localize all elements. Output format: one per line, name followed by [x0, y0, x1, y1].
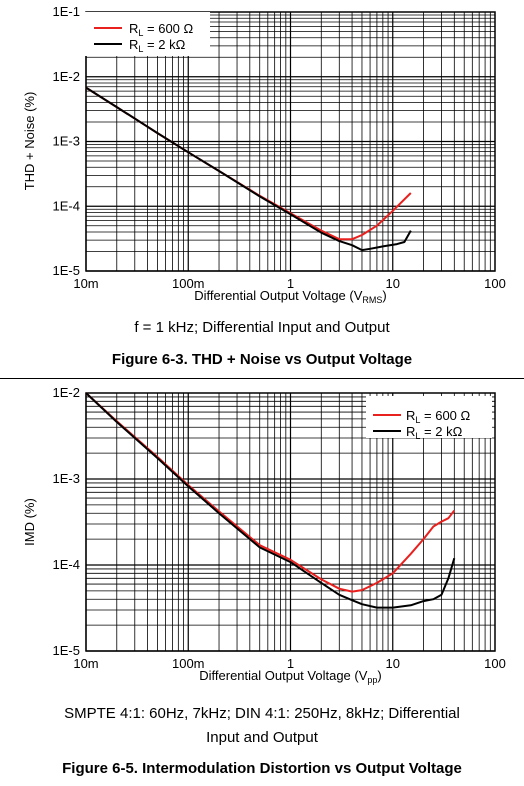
- y-tick-label: 1E-1: [53, 4, 80, 19]
- x-tick-label: 100m: [172, 276, 205, 291]
- x-tick-label: 10: [386, 656, 400, 671]
- x-tick-label: 1: [287, 276, 294, 291]
- y-tick-label: 1E-4: [53, 557, 80, 572]
- x-tick-label: 100m: [172, 656, 205, 671]
- x-axis-label: Differential Output Voltage (VRMS): [194, 288, 386, 305]
- y-tick-label: 1E-2: [53, 385, 80, 400]
- x-tick-label: 10m: [73, 276, 98, 291]
- y-tick-label: 1E-5: [53, 263, 80, 278]
- thd-figure-title: Figure 6-3. THD + Noise vs Output Voltag…: [111, 351, 413, 368]
- x-tick-label: 100: [484, 276, 506, 291]
- x-tick-label: 10m: [73, 656, 98, 671]
- y-axis-label: IMD (%): [22, 498, 37, 546]
- x-axis-label: Differential Output Voltage (Vpp): [199, 668, 382, 685]
- x-tick-label: 100: [484, 656, 506, 671]
- legend-label: RL = 600 Ω: [129, 21, 194, 38]
- legend-label: RL = 600 Ω: [406, 408, 471, 425]
- imd-chart: 1E-5 1E-4 1E-3 1E-2 10m 100m 1 10 100 Differentia…: [22, 385, 506, 685]
- y-axis-label: THD + Noise (%): [22, 92, 37, 191]
- thd-chart-caption: f = 1 kHz; Differential Input and Output: [134, 319, 390, 336]
- plot-frame: [85, 392, 496, 652]
- y-tick-label: 1E-4: [53, 198, 80, 213]
- y-tick-label: 1E-3: [53, 471, 80, 486]
- x-tick-label: 10: [386, 276, 400, 291]
- thd-noise-chart: 1E-5 1E-4 1E-3 1E-2 1E-1 10m 100m 1 10 100 Differe…: [22, 4, 506, 305]
- series-line-1: [85, 86, 412, 252]
- figure-divider: [0, 378, 524, 379]
- y-tick-label: 1E-3: [53, 134, 80, 149]
- plot-frame: [85, 11, 496, 272]
- legend-box: [84, 12, 210, 56]
- legend: RL = 600 ΩRL = 2 kΩ: [366, 396, 492, 441]
- x-tick-label: 1: [287, 656, 294, 671]
- y-tick-label: 1E-2: [53, 69, 80, 84]
- y-tick-label: 1E-5: [53, 643, 80, 658]
- series-line-1: [85, 392, 456, 609]
- imd-figure-title: Figure 6-5. Intermodulation Distortion v…: [62, 760, 462, 777]
- imd-chart-caption-line1: SMPTE 4:1: 60Hz, 7kHz; DIN 4:1: 250Hz, 8…: [64, 705, 460, 722]
- legend-label: RL = 2 kΩ: [129, 37, 186, 54]
- figure-thd-noise: 1E-5 1E-4 1E-3 1E-2 1E-1 10m 100m 1 10 100 Differe…: [0, 0, 524, 378]
- imd-chart-caption-line2: Input and Output: [206, 729, 318, 746]
- legend-label: RL = 2 kΩ: [406, 424, 463, 441]
- legend: RL = 600 ΩRL = 2 kΩ: [84, 12, 210, 56]
